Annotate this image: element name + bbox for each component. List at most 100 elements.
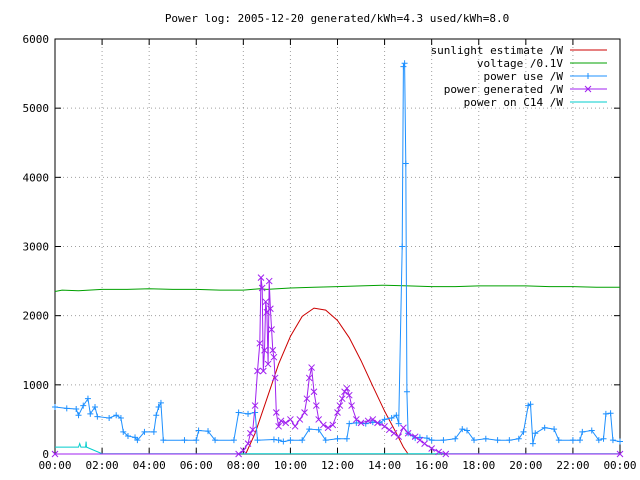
data-point: [150, 428, 157, 435]
data-point: [117, 415, 124, 422]
series-power-use-w: [52, 60, 623, 447]
data-point: [134, 437, 141, 444]
series-layer: [51, 60, 624, 458]
data-point: [428, 445, 436, 452]
data-point: [423, 435, 430, 442]
data-point: [254, 437, 261, 444]
series-line: [245, 307, 409, 455]
data-point: [257, 274, 265, 281]
legend-item: sunlight estimate /W: [431, 44, 607, 57]
series-voltage-0-1v: [54, 284, 620, 292]
data-point: [607, 410, 614, 417]
data-point: [440, 437, 447, 444]
data-point: [212, 437, 219, 444]
data-point: [254, 367, 261, 375]
data-point: [527, 401, 534, 408]
data-point: [287, 416, 294, 423]
data-point: [399, 243, 406, 250]
legend-label: sunlight estimate /W: [431, 44, 564, 57]
x-tick-label: 00:00: [38, 459, 71, 472]
data-point: [617, 438, 623, 445]
data-point: [235, 409, 242, 416]
data-point: [84, 395, 91, 402]
data-point: [555, 437, 562, 444]
data-point: [193, 437, 200, 444]
data-point: [348, 402, 355, 409]
x-tick-label: 18:00: [462, 459, 495, 472]
data-point: [195, 427, 202, 434]
data-point: [258, 284, 266, 292]
data-point: [463, 427, 470, 434]
data-point: [401, 60, 408, 67]
data-point: [579, 428, 586, 435]
data-point: [541, 424, 548, 431]
data-point: [51, 450, 59, 458]
data-point: [75, 412, 82, 419]
data-point: [404, 429, 412, 437]
x-tick-label: 10:00: [274, 459, 307, 472]
y-tick-label: 3000: [23, 241, 50, 254]
data-point: [181, 437, 188, 444]
data-point: [268, 326, 275, 333]
data-point: [262, 298, 270, 306]
data-point: [482, 435, 489, 442]
chart-title: Power log: 2005-12-20 generated/kWh=4.3 …: [165, 12, 509, 25]
data-point: [400, 424, 407, 432]
data-point: [245, 410, 252, 417]
series-power-on-c14-w: [55, 441, 620, 455]
data-point: [277, 417, 285, 425]
data-point: [296, 416, 304, 423]
data-point: [442, 450, 450, 458]
data-point: [369, 419, 376, 426]
x-tick-label: 22:00: [556, 459, 589, 472]
data-point: [280, 438, 287, 445]
data-point: [595, 437, 602, 444]
y-tick-label: 5000: [23, 102, 50, 115]
data-point: [381, 422, 388, 430]
data-point: [400, 63, 407, 70]
data-point: [369, 416, 377, 423]
data-point: [264, 360, 272, 368]
x-tick-label: 12:00: [321, 459, 354, 472]
data-point: [120, 428, 127, 435]
data-point: [393, 412, 400, 419]
data-point: [390, 429, 398, 437]
x-tick-label: 04:00: [133, 459, 166, 472]
x-tick-label: 14:00: [368, 459, 401, 472]
series-line: [55, 441, 620, 455]
data-point: [244, 440, 252, 447]
data-point: [435, 448, 443, 456]
legend-label: power use /W: [484, 70, 564, 83]
data-point: [402, 160, 409, 167]
data-point: [265, 277, 273, 285]
y-tick-label: 1000: [23, 379, 50, 392]
data-point: [153, 412, 160, 419]
data-point: [421, 440, 428, 447]
legend-item: power on C14 /W: [464, 96, 607, 109]
data-point: [395, 433, 403, 441]
data-point: [515, 435, 522, 442]
data-point: [343, 384, 351, 392]
legend-item: power generated /W: [444, 83, 607, 96]
data-point: [310, 388, 318, 396]
data-point: [63, 405, 70, 412]
data-point: [205, 428, 212, 435]
data-point: [315, 426, 322, 433]
data-point: [301, 409, 308, 416]
x-tick-label: 02:00: [86, 459, 119, 472]
data-point: [529, 440, 536, 447]
data-point: [600, 435, 607, 442]
data-point: [306, 426, 313, 433]
data-point: [141, 428, 148, 435]
legend-marker: [585, 73, 591, 79]
data-point: [343, 435, 350, 442]
data-point: [352, 416, 360, 423]
data-point: [364, 417, 372, 425]
data-point: [416, 434, 423, 441]
data-point: [299, 437, 306, 444]
legend-item: voltage /0.1V: [477, 57, 607, 70]
data-point: [569, 437, 576, 444]
y-tick-label: 0: [42, 448, 49, 461]
